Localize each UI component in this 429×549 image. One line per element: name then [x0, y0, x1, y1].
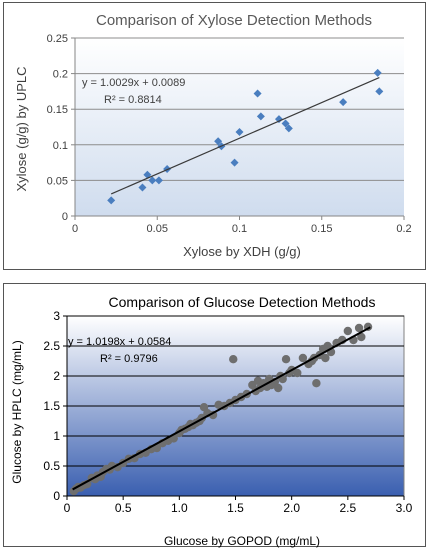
data-point [154, 176, 163, 185]
glucose-chart-panel: 0 0.5 1 1.5 2 2.5 3 0 0.5 1.0 1.5 2.0 2.5 3.0 Comparis… [3, 283, 426, 548]
data-point [256, 112, 265, 121]
xylose-chart-panel: 0 0.05 0.1 0.15 0.2 0.25 0 0.05 0.1 0.15 0.2 Compar… [3, 2, 426, 270]
y-tick-label: 3 [53, 309, 60, 323]
x-tick-label: 0.2 [396, 223, 411, 235]
chart-title: Comparison of Xylose Detection Methods [96, 12, 372, 29]
data-point [274, 115, 283, 124]
y-axis-label: Xylose (g/g) by UPLC [14, 67, 29, 192]
trendline [72, 326, 371, 491]
xylose-chart: 0 0.05 0.1 0.15 0.2 0.25 0 0.05 0.1 0.15 0.2 Compar… [14, 12, 412, 259]
y-tick-label: 1 [53, 429, 60, 443]
x-tick-label: 0.5 [115, 501, 132, 515]
x-tick-label: 0 [64, 501, 71, 515]
x-tick-label: 1.0 [171, 501, 188, 515]
x-axis-label: Xylose by XDH (g/g) [183, 244, 301, 259]
data-point [273, 383, 283, 393]
y-tick-label: 2.5 [43, 339, 60, 353]
data-point [143, 170, 152, 179]
x-tick-label: 1.5 [227, 501, 244, 515]
x-tick-label: 0.15 [311, 223, 332, 235]
y-tick-label: 0.2 [53, 69, 68, 81]
data-point [284, 124, 293, 133]
data-point [214, 137, 223, 146]
r-squared-label: R² = 0.9796 [100, 353, 158, 365]
chart-title: Comparison of Glucose Detection Methods [109, 294, 376, 310]
y-tick-label: 0 [53, 489, 60, 503]
y-tick-label: 2 [53, 369, 60, 383]
trendline [110, 77, 380, 195]
data-point [230, 158, 239, 167]
data-point [357, 332, 366, 342]
data-point [152, 443, 162, 453]
x-tick-label: 0 [72, 223, 78, 235]
data-point [354, 323, 364, 333]
y-tick-label: 1.5 [43, 399, 60, 413]
data-point [229, 355, 238, 364]
plot-area [75, 38, 404, 216]
y-tick-label: 0.1 [53, 140, 68, 152]
data-point [281, 355, 291, 364]
data-point [281, 119, 290, 128]
glucose-chart: 0 0.5 1 1.5 2 2.5 3 0 0.5 1.0 1.5 2.0 2.5 3.0 Comparis… [10, 294, 413, 548]
y-tick-label: 0.5 [43, 459, 60, 473]
x-tick-label: 0.1 [232, 223, 247, 235]
data-point [343, 326, 353, 336]
data-point [253, 89, 262, 98]
trendline-equation: y = 1.0198x + 0.0584 [68, 336, 171, 348]
data-point [293, 368, 302, 378]
y-tick-label: 0.05 [47, 175, 68, 187]
data-point [138, 183, 147, 192]
data-point [298, 353, 308, 363]
data-point [312, 379, 321, 388]
x-tick-label: 0.05 [147, 223, 168, 235]
x-axis-label: Glucose by GOPOD (mg/mL) [164, 534, 320, 548]
trendline-equation: y = 1.0029x + 0.0089 [82, 77, 185, 89]
x-tick-label: 2.0 [283, 501, 300, 515]
data-point [148, 176, 157, 185]
data-point [373, 68, 382, 77]
r-squared-label: R² = 0.8814 [104, 94, 162, 106]
x-tick-label: 3.0 [396, 501, 413, 515]
y-axis-label: Glucose by HPLC (mg/mL) [10, 340, 24, 483]
x-tick-label: 2.5 [339, 501, 356, 515]
data-point [107, 196, 116, 205]
y-tick-label: 0.25 [47, 33, 68, 45]
data-point [339, 98, 348, 107]
y-tick-label: 0.15 [47, 104, 68, 116]
y-tick-label: 0 [62, 211, 68, 223]
data-point [321, 353, 330, 363]
data-point [375, 87, 384, 96]
